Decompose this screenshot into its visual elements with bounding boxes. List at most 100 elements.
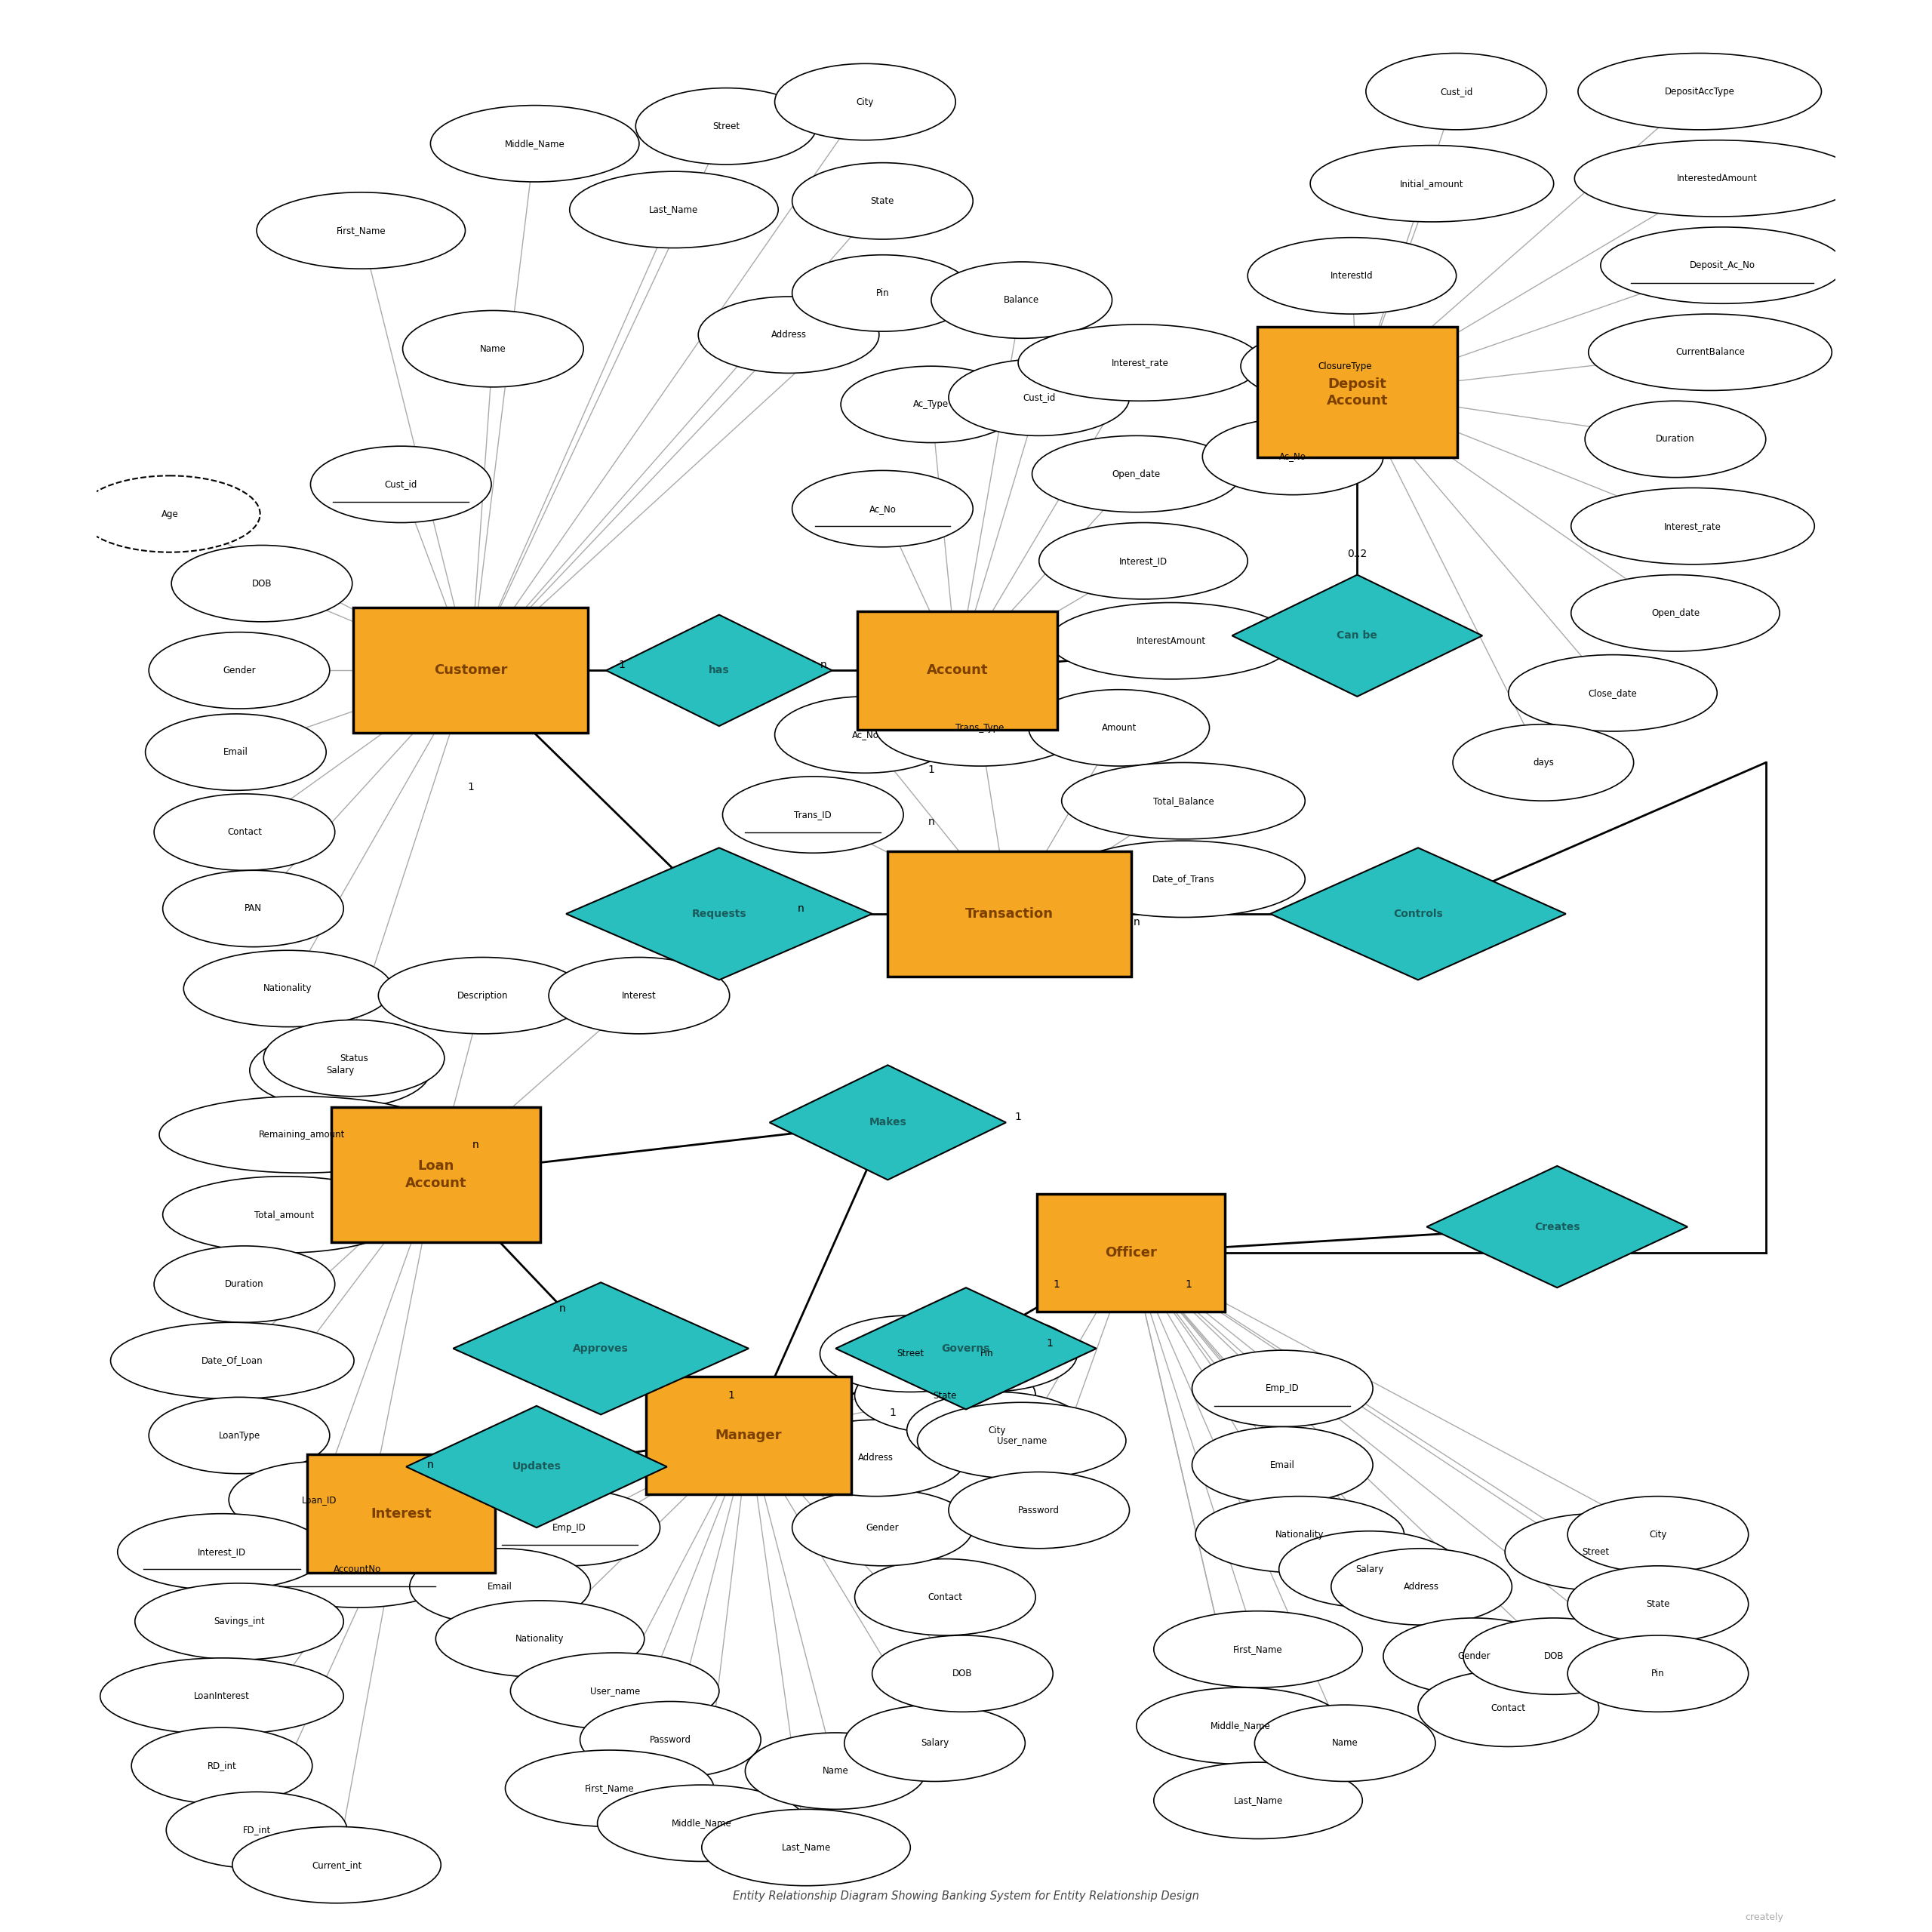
Ellipse shape	[257, 193, 466, 269]
Ellipse shape	[158, 1095, 444, 1173]
Ellipse shape	[792, 1490, 974, 1565]
Ellipse shape	[506, 1750, 715, 1826]
Text: Middle_Name: Middle_Name	[1211, 1721, 1271, 1731]
Ellipse shape	[792, 471, 974, 547]
Text: Name: Name	[1331, 1739, 1358, 1748]
Ellipse shape	[263, 1020, 444, 1095]
Ellipse shape	[1578, 54, 1822, 129]
Polygon shape	[607, 614, 833, 726]
Ellipse shape	[253, 1530, 462, 1607]
Text: Ac_Type: Ac_Type	[914, 400, 949, 410]
Text: InterestedAmount: InterestedAmount	[1677, 174, 1758, 184]
Text: Street: Street	[896, 1349, 923, 1358]
Text: Ac_No: Ac_No	[852, 730, 879, 740]
Ellipse shape	[402, 311, 583, 386]
Text: 1: 1	[1045, 1339, 1053, 1349]
Text: 1: 1	[1184, 1279, 1192, 1289]
Text: Last_Name: Last_Name	[781, 1843, 831, 1853]
Ellipse shape	[1196, 1495, 1405, 1573]
Text: Requests: Requests	[692, 908, 746, 920]
Ellipse shape	[844, 1704, 1026, 1781]
Text: Deposit_Ac_No: Deposit_Ac_No	[1689, 261, 1754, 270]
Text: Email: Email	[1269, 1461, 1294, 1470]
Text: Age: Age	[160, 508, 178, 520]
Ellipse shape	[155, 794, 334, 871]
Ellipse shape	[597, 1785, 806, 1861]
Text: DepositAccType: DepositAccType	[1665, 87, 1735, 97]
Text: Address: Address	[771, 330, 806, 340]
Text: Pin: Pin	[980, 1349, 993, 1358]
Text: Savings_int: Savings_int	[214, 1617, 265, 1627]
Polygon shape	[769, 1065, 1007, 1180]
Text: City: City	[989, 1426, 1007, 1435]
Text: Salary: Salary	[922, 1739, 949, 1748]
Ellipse shape	[1505, 1513, 1687, 1590]
Ellipse shape	[1453, 724, 1634, 802]
Ellipse shape	[697, 298, 879, 373]
Text: Duration: Duration	[1656, 435, 1694, 444]
Text: 1: 1	[1053, 1279, 1061, 1289]
Ellipse shape	[1571, 576, 1779, 651]
Ellipse shape	[249, 1032, 431, 1109]
Text: Description: Description	[458, 991, 508, 1001]
Ellipse shape	[1571, 489, 1814, 564]
FancyBboxPatch shape	[332, 1107, 541, 1242]
Text: 1: 1	[468, 782, 473, 792]
Text: n: n	[819, 661, 827, 670]
Ellipse shape	[792, 162, 974, 240]
Text: Middle_Name: Middle_Name	[504, 139, 564, 149]
Text: LoanType: LoanType	[218, 1430, 261, 1441]
Text: Interest_rate: Interest_rate	[1111, 357, 1169, 367]
Text: Ac_No: Ac_No	[869, 504, 896, 514]
FancyBboxPatch shape	[307, 1455, 495, 1573]
Text: Open_date: Open_date	[1652, 609, 1700, 618]
Text: Interest_rate: Interest_rate	[1663, 522, 1721, 531]
Text: Customer: Customer	[435, 663, 508, 678]
Text: Loan
Account: Loan Account	[406, 1159, 466, 1190]
Ellipse shape	[232, 1826, 440, 1903]
Text: City: City	[856, 97, 873, 106]
Text: Street: Street	[1582, 1548, 1609, 1557]
Ellipse shape	[1567, 1634, 1748, 1712]
Ellipse shape	[1153, 1611, 1362, 1687]
Text: Pin: Pin	[875, 288, 889, 298]
Text: Total_Balance: Total_Balance	[1153, 796, 1213, 806]
Text: Cust_id: Cust_id	[1022, 392, 1055, 402]
Ellipse shape	[1153, 1762, 1362, 1839]
Polygon shape	[1426, 1165, 1687, 1287]
Text: 1: 1	[728, 1391, 734, 1401]
Ellipse shape	[431, 106, 639, 182]
Ellipse shape	[1584, 402, 1766, 477]
Text: Ac_No: Ac_No	[1279, 452, 1306, 462]
Text: Street: Street	[713, 122, 740, 131]
Ellipse shape	[510, 1652, 719, 1729]
Text: Password: Password	[649, 1735, 692, 1745]
Text: n: n	[560, 1304, 566, 1314]
Text: State: State	[871, 195, 895, 207]
Ellipse shape	[792, 255, 974, 332]
Ellipse shape	[723, 777, 904, 854]
Ellipse shape	[311, 446, 491, 524]
Text: User_name: User_name	[589, 1687, 639, 1696]
Ellipse shape	[949, 359, 1130, 437]
Ellipse shape	[1049, 603, 1293, 680]
Text: Transaction: Transaction	[966, 906, 1053, 922]
Text: Interest: Interest	[622, 991, 657, 1001]
Text: Remaining_amount: Remaining_amount	[259, 1130, 346, 1140]
Ellipse shape	[1509, 655, 1718, 732]
Text: Initial_amount: Initial_amount	[1401, 178, 1464, 189]
Text: DOB: DOB	[952, 1669, 972, 1679]
Ellipse shape	[1202, 419, 1383, 495]
Text: Trans_Type: Trans_Type	[956, 723, 1005, 732]
Ellipse shape	[775, 697, 956, 773]
Ellipse shape	[145, 715, 327, 790]
Text: LoanInterest: LoanInterest	[193, 1690, 249, 1702]
Ellipse shape	[110, 1321, 354, 1399]
Text: First_Name: First_Name	[1233, 1644, 1283, 1654]
FancyBboxPatch shape	[645, 1376, 852, 1495]
Text: days: days	[1532, 757, 1553, 767]
Text: Officer: Officer	[1105, 1246, 1157, 1260]
Text: Total_amount: Total_amount	[255, 1209, 315, 1219]
Text: Date_of_Trans: Date_of_Trans	[1151, 873, 1215, 885]
Text: Date_Of_Loan: Date_Of_Loan	[201, 1356, 263, 1366]
